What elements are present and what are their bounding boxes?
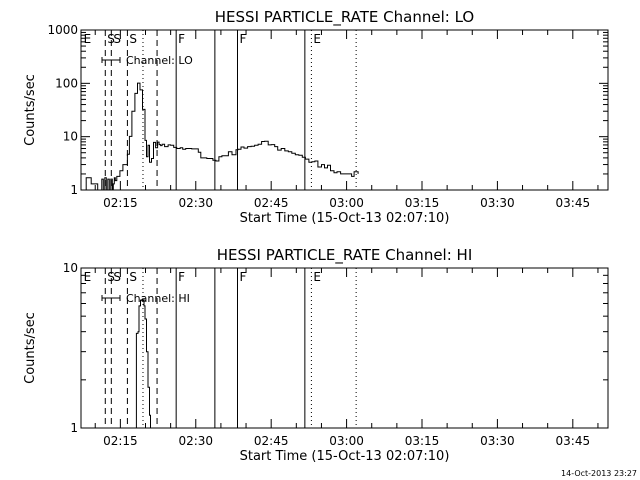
flag-label: E	[84, 270, 92, 284]
flag-label: F	[239, 32, 246, 46]
y-tick-label: 1	[70, 183, 78, 197]
event-flags	[104, 268, 357, 428]
legend-label: Channel: HI	[126, 292, 190, 305]
panel-lo: HESSI PARTICLE_RATE Channel: LO E SS S F F E 02…	[23, 8, 609, 226]
y-tick-label: 1000	[47, 23, 78, 37]
legend-label: Channel: LO	[126, 54, 193, 67]
flag-label: S	[107, 32, 115, 46]
x-tick-label: 02:45	[254, 434, 289, 448]
flag-label: E	[313, 32, 321, 46]
flag-label: S	[129, 32, 137, 46]
x-tick-label: 03:45	[556, 434, 591, 448]
flag-label: F	[178, 32, 185, 46]
flag-label: S	[113, 32, 121, 46]
y-tick-label: 100	[55, 76, 78, 90]
flag-label: S	[113, 270, 121, 284]
x-tick-label: 02:30	[178, 196, 213, 210]
flag-label: S	[107, 270, 115, 284]
x-tick-label: 03:30	[480, 434, 515, 448]
flag-label: E	[313, 270, 321, 284]
x-tick-label: 02:15	[103, 434, 138, 448]
axes-frame	[80, 29, 609, 191]
timestamp-footer: 14-Oct-2013 23:27	[561, 469, 637, 478]
series-line	[135, 298, 151, 428]
flag-label: F	[239, 270, 246, 284]
y-axis-label: Counts/sec	[23, 312, 38, 384]
y-tick-label: 10	[63, 261, 78, 275]
y-axis-label: Counts/sec	[23, 74, 38, 146]
x-tick-label: 03:30	[480, 196, 515, 210]
x-tick-label: 02:30	[178, 434, 213, 448]
x-tick-label: 03:15	[405, 434, 440, 448]
x-tick-label: 03:00	[329, 434, 364, 448]
x-tick-label: 03:45	[556, 196, 591, 210]
axes-frame	[80, 267, 609, 429]
chart-title: HESSI PARTICLE_RATE Channel: LO	[215, 8, 474, 27]
chart-title: HESSI PARTICLE_RATE Channel: HI	[217, 246, 473, 265]
y-tick-label: 1	[70, 421, 78, 435]
flag-label: F	[178, 270, 185, 284]
x-tick-label: 02:15	[103, 196, 138, 210]
x-axis-label: Start Time (15-Oct-13 02:07:10)	[240, 211, 450, 226]
event-flags	[104, 30, 357, 190]
x-tick-label: 02:45	[254, 196, 289, 210]
x-axis-label: Start Time (15-Oct-13 02:07:10)	[240, 449, 450, 464]
series-line	[81, 82, 359, 190]
flag-label: S	[129, 270, 137, 284]
x-tick-label: 03:00	[329, 196, 364, 210]
x-tick-label: 03:15	[405, 196, 440, 210]
panel-hi: HESSI PARTICLE_RATE Channel: HI E SS S F F E 02…	[23, 246, 609, 464]
y-tick-label: 10	[63, 130, 78, 144]
flag-label: E	[84, 32, 92, 46]
